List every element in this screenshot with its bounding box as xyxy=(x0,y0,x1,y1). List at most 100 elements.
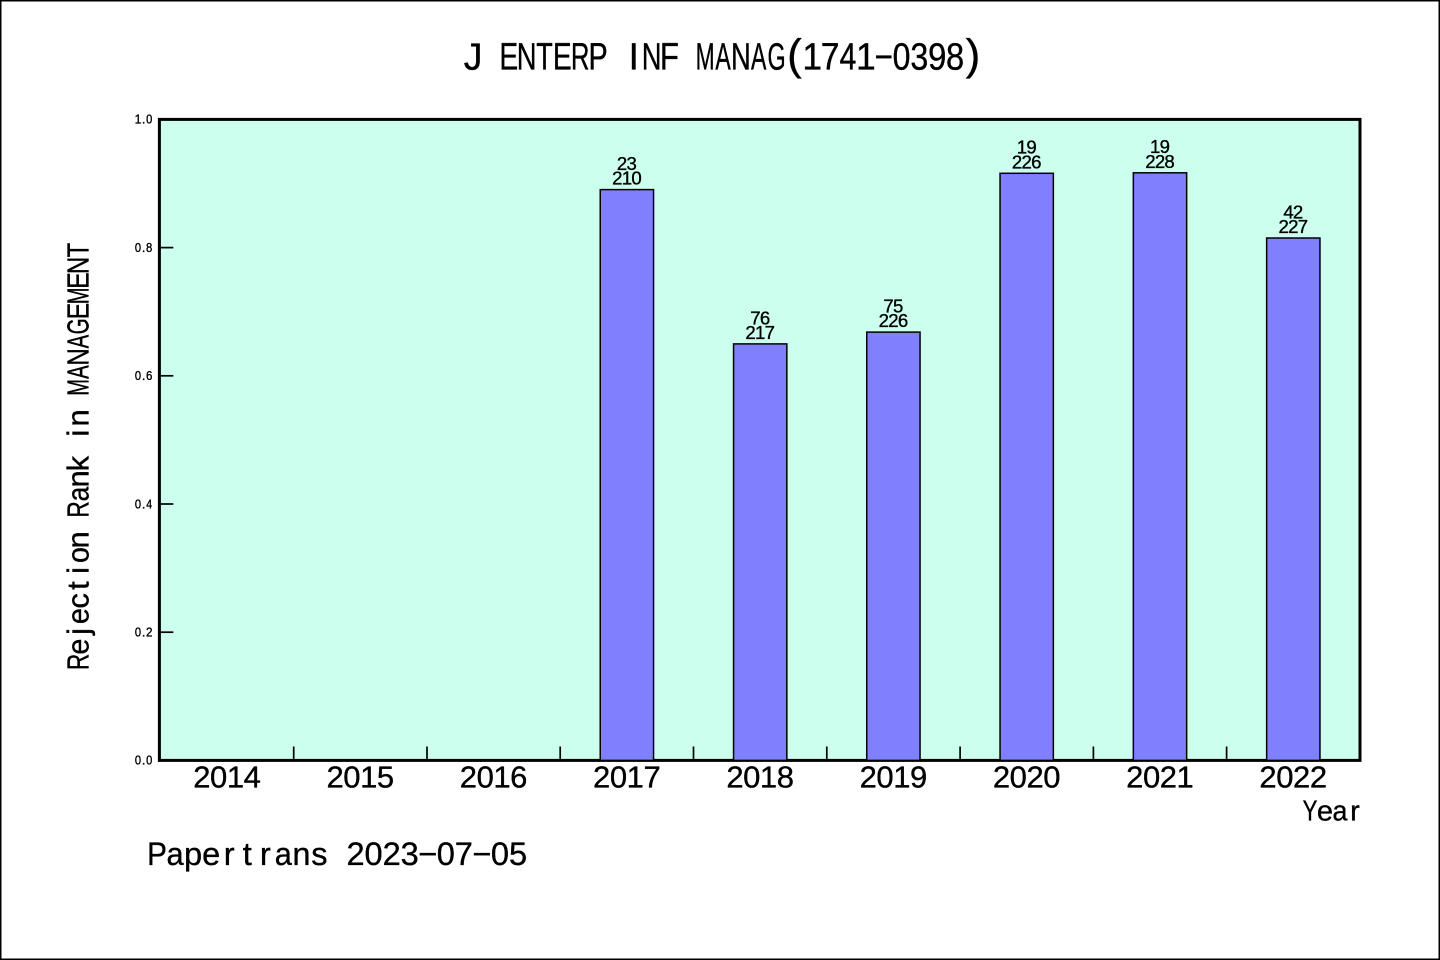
svg-text:0: 0 xyxy=(631,168,641,189)
svg-text:N: N xyxy=(517,35,537,77)
svg-text:6: 6 xyxy=(760,307,770,328)
svg-text:p: p xyxy=(184,835,202,872)
svg-text:0: 0 xyxy=(437,835,455,872)
svg-text:2: 2 xyxy=(612,168,622,189)
svg-text:1: 1 xyxy=(755,322,765,343)
svg-text:r: r xyxy=(1350,796,1360,828)
svg-text:0: 0 xyxy=(135,625,142,640)
svg-text:M: M xyxy=(60,379,96,396)
svg-text:4: 4 xyxy=(840,36,857,78)
svg-text:2: 2 xyxy=(1155,151,1165,172)
svg-text:n: n xyxy=(61,470,96,487)
svg-text:3: 3 xyxy=(910,36,928,78)
svg-text:6: 6 xyxy=(1031,151,1041,172)
svg-text:.: . xyxy=(142,369,146,383)
svg-text:1: 1 xyxy=(493,759,510,794)
svg-text:2: 2 xyxy=(1012,151,1022,172)
svg-text:1: 1 xyxy=(1150,136,1160,157)
svg-text:E: E xyxy=(61,303,95,320)
svg-text:Y: Y xyxy=(1303,796,1318,827)
svg-text:.: . xyxy=(142,241,146,255)
svg-text:a: a xyxy=(166,835,183,872)
svg-text:): ) xyxy=(966,30,981,79)
svg-text:r: r xyxy=(260,835,271,872)
svg-text:2: 2 xyxy=(617,153,627,174)
svg-text:n: n xyxy=(61,409,96,426)
svg-text:1: 1 xyxy=(893,759,910,794)
svg-text:7: 7 xyxy=(750,307,760,328)
svg-text:1: 1 xyxy=(1177,759,1194,794)
svg-text:t: t xyxy=(61,581,96,590)
svg-text:1: 1 xyxy=(856,35,876,77)
svg-text:1: 1 xyxy=(622,168,632,189)
svg-text:A: A xyxy=(715,35,730,77)
svg-text:7: 7 xyxy=(1298,216,1308,237)
svg-text:A: A xyxy=(60,334,95,348)
svg-text:0: 0 xyxy=(1010,759,1027,794)
svg-text:9: 9 xyxy=(928,35,946,78)
svg-text:0: 0 xyxy=(135,753,142,768)
svg-text:0: 0 xyxy=(146,112,153,127)
svg-text:M: M xyxy=(60,287,96,304)
svg-text:A: A xyxy=(60,365,95,379)
svg-text:4: 4 xyxy=(244,759,261,794)
svg-text:0: 0 xyxy=(135,240,142,255)
svg-text:6: 6 xyxy=(510,759,527,794)
svg-text:E: E xyxy=(553,36,572,78)
svg-text:E: E xyxy=(61,272,95,289)
svg-text:9: 9 xyxy=(1160,136,1170,157)
svg-text:7: 7 xyxy=(643,759,660,794)
svg-text:N: N xyxy=(61,348,96,365)
svg-text:4: 4 xyxy=(146,497,152,511)
svg-text:1: 1 xyxy=(135,113,142,127)
svg-text:M: M xyxy=(696,35,715,77)
svg-text:5: 5 xyxy=(509,835,527,872)
svg-text:2: 2 xyxy=(1293,759,1310,794)
svg-text:9: 9 xyxy=(910,759,927,794)
svg-text:2: 2 xyxy=(383,835,401,872)
svg-text:.: . xyxy=(142,626,146,640)
svg-text:7: 7 xyxy=(883,296,893,317)
svg-text:7: 7 xyxy=(455,835,473,872)
svg-text:2: 2 xyxy=(146,625,153,640)
svg-text:N: N xyxy=(61,257,96,274)
svg-text:0: 0 xyxy=(1276,759,1293,794)
svg-text:0: 0 xyxy=(743,759,760,794)
svg-text:3: 3 xyxy=(401,835,419,872)
svg-text:0: 0 xyxy=(893,36,911,78)
svg-text:2: 2 xyxy=(1310,759,1327,794)
svg-text:0: 0 xyxy=(146,753,153,768)
svg-text:i: i xyxy=(61,567,96,574)
svg-text:2: 2 xyxy=(326,759,343,794)
svg-text:2: 2 xyxy=(726,759,743,794)
svg-text:2: 2 xyxy=(888,310,898,331)
svg-text:8: 8 xyxy=(946,36,964,78)
svg-text:G: G xyxy=(767,36,785,78)
svg-text:R: R xyxy=(571,35,590,77)
svg-text:8: 8 xyxy=(1164,151,1174,172)
svg-text:T: T xyxy=(536,35,553,78)
svg-text:9: 9 xyxy=(1026,137,1036,158)
svg-text:.: . xyxy=(142,754,146,768)
svg-text:T: T xyxy=(60,243,95,258)
svg-text:0: 0 xyxy=(477,759,494,794)
svg-text:−: − xyxy=(418,836,437,872)
svg-text:R: R xyxy=(60,501,95,517)
svg-text:2: 2 xyxy=(993,759,1010,794)
svg-text:2: 2 xyxy=(1259,759,1276,794)
svg-text:7: 7 xyxy=(821,35,840,77)
svg-text:r: r xyxy=(224,835,235,872)
svg-text:2: 2 xyxy=(193,759,210,794)
svg-text:0: 0 xyxy=(343,759,360,794)
svg-text:o: o xyxy=(61,547,95,563)
svg-text:s: s xyxy=(311,835,327,872)
svg-text:N: N xyxy=(731,35,751,77)
svg-text:5: 5 xyxy=(893,296,903,317)
svg-text:1: 1 xyxy=(360,759,377,794)
svg-text:t: t xyxy=(243,835,252,872)
svg-text:I: I xyxy=(628,36,639,78)
svg-text:n: n xyxy=(61,531,96,548)
svg-text:.: . xyxy=(142,113,146,127)
svg-text:0: 0 xyxy=(876,759,893,794)
svg-text:N: N xyxy=(642,35,662,77)
